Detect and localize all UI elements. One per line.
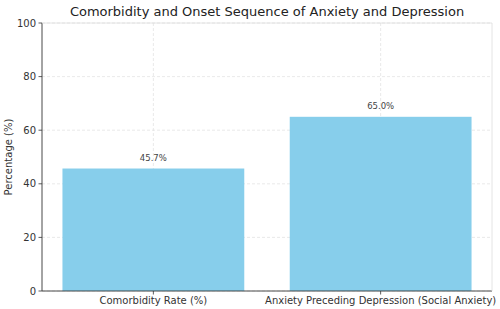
frame-right bbox=[492, 23, 493, 291]
bars bbox=[62, 117, 471, 291]
y-tick bbox=[39, 130, 43, 131]
y-tick-label: 80 bbox=[23, 71, 36, 82]
y-tick bbox=[39, 23, 43, 24]
y-tick-label: 60 bbox=[23, 125, 36, 136]
x-tick bbox=[153, 291, 154, 295]
chart-svg: 45.7% 65.0% 0 20 40 60 80 100 Comorbidity Rate (… bbox=[0, 0, 500, 309]
y-tick-label: 0 bbox=[30, 286, 36, 297]
grid-line-y bbox=[42, 291, 492, 292]
y-axis bbox=[42, 23, 43, 291]
chart-container: 45.7% 65.0% 0 20 40 60 80 100 Comorbidity Rate (… bbox=[0, 0, 500, 309]
x-tick-label: Anxiety Preceding Depression (Social Anx… bbox=[265, 295, 496, 306]
y-tick bbox=[39, 183, 43, 184]
y-tick-label: 40 bbox=[23, 178, 36, 189]
chart-title: Comorbidity and Onset Sequence of Anxiet… bbox=[70, 4, 464, 19]
x-axis bbox=[42, 291, 492, 292]
data-label: 45.7% bbox=[140, 153, 167, 163]
y-axis-label: Percentage (%) bbox=[3, 119, 14, 196]
bar bbox=[290, 117, 472, 291]
x-tick-label: Comorbidity Rate (%) bbox=[99, 295, 207, 306]
grid-line-y bbox=[42, 76, 492, 77]
data-label: 65.0% bbox=[367, 101, 394, 111]
y-tick bbox=[39, 76, 43, 77]
grid-line-y bbox=[42, 23, 492, 24]
y-tick bbox=[39, 237, 43, 238]
frame-top bbox=[42, 23, 492, 24]
y-tick-label: 100 bbox=[17, 18, 36, 29]
x-tick bbox=[380, 291, 381, 295]
bar bbox=[62, 169, 244, 291]
y-tick bbox=[39, 291, 43, 292]
y-tick-label: 20 bbox=[23, 232, 36, 243]
